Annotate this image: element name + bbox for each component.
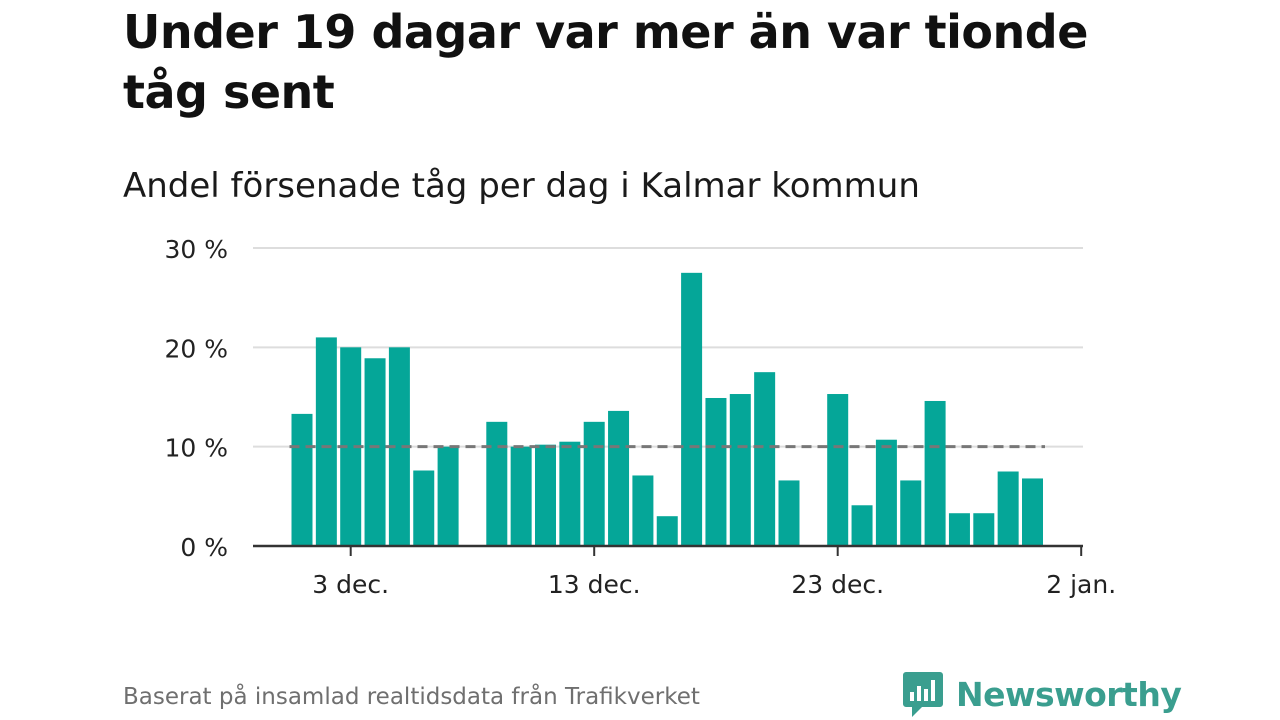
bar [924,400,946,546]
brand-logo[interactable]: Newsworthy [902,670,1182,718]
y-tick-label: 30 % [164,235,228,264]
bar [948,513,970,546]
bar [632,475,654,546]
bar [608,410,630,546]
bar [510,446,532,546]
bar [559,441,581,546]
bar [364,358,386,546]
bar [486,421,508,546]
x-tick-label: 13 dec. [548,570,641,599]
bar [291,413,313,546]
bar [388,347,410,546]
bar [705,397,727,546]
bar [997,471,1019,546]
bar [973,513,995,546]
bar [340,347,362,546]
bar [827,394,849,546]
bar [583,421,605,546]
bar [851,505,873,546]
brand-name: Newsworthy [956,674,1182,714]
bar [413,470,435,546]
bar [535,444,556,546]
x-tick-label: 23 dec. [791,570,884,599]
bar [656,516,678,546]
chart-subtitle: Andel försenade tåg per dag i Kalmar kom… [123,166,920,206]
x-tick-label: 3 dec. [312,570,389,599]
bar [900,480,922,546]
x-tick-label: 2 jan. [1046,570,1116,599]
bar [778,480,800,546]
y-tick-label: 0 % [180,533,228,562]
bar [681,272,703,546]
source-caption: Baserat på insamlad realtidsdata från Tr… [123,684,700,710]
bar [437,446,459,546]
bar [315,337,337,546]
bar-chart-logo-icon [903,672,943,717]
bar [1022,478,1043,546]
bar [875,439,897,546]
bar [729,394,751,546]
y-tick-label: 10 % [164,434,228,463]
y-tick-label: 20 % [164,334,228,363]
chart-title: Under 19 dagar var mer än var tionde tåg… [123,5,1088,119]
bar [754,372,776,546]
